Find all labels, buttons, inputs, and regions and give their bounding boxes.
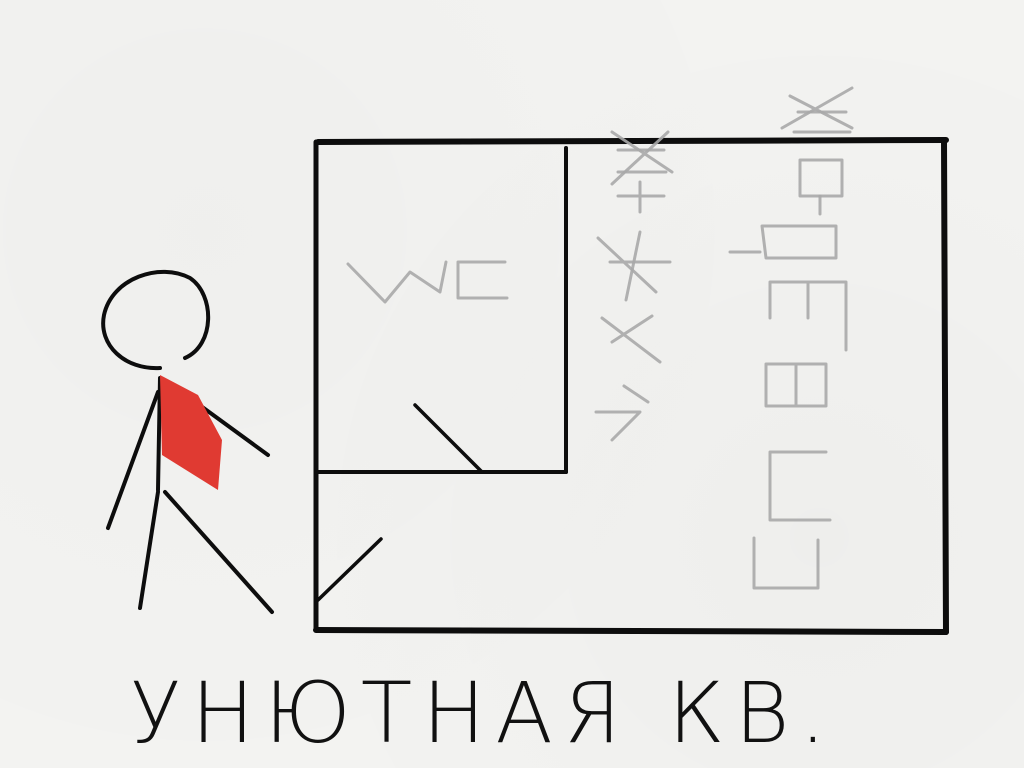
inner-room-pencil-scribble [346,260,509,304]
figure-scarf [160,375,222,490]
stick-figure [101,269,274,614]
sketch-caption: УНЮТНАЯ КВ. [130,668,837,758]
figure-torso [156,376,162,492]
room-outer-wall-bottom [313,627,949,635]
inner-room-door-swing [413,403,484,474]
figure-arm-left [106,390,160,530]
figure-leg-left [138,490,160,610]
figure-head [101,269,211,371]
room-outer-wall-right [941,137,949,635]
entrance-door-swing [316,537,383,602]
apartment-plan [313,137,949,635]
room-outer-wall-top [315,137,949,145]
right-pencil-scribble [728,86,854,590]
middle-pencil-scribble [594,130,674,442]
figure-leg-right [163,490,274,614]
